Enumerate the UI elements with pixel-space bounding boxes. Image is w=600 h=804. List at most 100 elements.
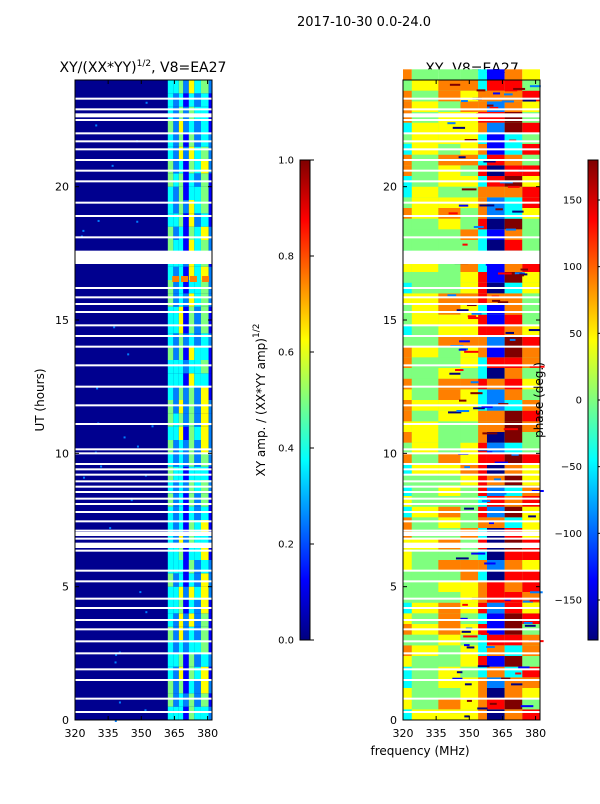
amplitude-cell <box>200 360 209 374</box>
phase-streak <box>458 348 467 351</box>
amplitude-cell <box>173 640 179 654</box>
phase-cell <box>504 346 523 358</box>
data-gap <box>75 180 212 183</box>
phase-streak <box>479 204 495 207</box>
amplitude-cell <box>194 360 201 374</box>
amplitude-cell <box>194 106 201 120</box>
amplitude-cell <box>208 413 212 427</box>
amplitude-cell <box>178 360 184 374</box>
data-gap <box>75 697 212 700</box>
phase-cell <box>438 677 461 688</box>
amplitude-cell <box>178 373 184 387</box>
amplitude-cell <box>167 213 174 227</box>
phase-streak <box>464 139 478 142</box>
phase-streak <box>529 85 541 88</box>
data-gap <box>403 485 540 488</box>
amplitude-cell <box>183 453 189 467</box>
data-gap <box>75 97 212 100</box>
phase-cell <box>522 133 540 144</box>
phase-cell <box>478 517 487 528</box>
phase-streak <box>505 228 516 231</box>
phase-cell <box>438 218 461 230</box>
phase-streak <box>504 89 518 92</box>
amplitude-cell <box>173 680 179 694</box>
amplitude-cell <box>173 320 179 334</box>
amplitude-cell <box>200 466 209 480</box>
phase-cell <box>522 357 540 368</box>
amplitude-cell <box>188 653 195 667</box>
amplitude-cell <box>188 693 195 707</box>
phase-cell <box>486 709 505 720</box>
phase-streak <box>464 466 470 469</box>
amplitude-cell <box>194 400 201 414</box>
phase-cell <box>486 368 505 379</box>
colorbar-tick-label: 150 <box>563 196 582 207</box>
amplitude-cell <box>188 386 195 400</box>
phase-cell <box>486 688 505 699</box>
data-gap <box>403 404 540 407</box>
phase-cell <box>403 389 412 400</box>
amplitude-cell <box>167 573 174 587</box>
amplitude-cell <box>208 226 212 240</box>
phase-streak <box>497 301 509 304</box>
amplitude-cell <box>200 266 209 280</box>
data-gap <box>403 159 540 161</box>
amplitude-cell <box>194 586 201 600</box>
data-gap <box>403 640 540 643</box>
amplitude-cell <box>173 600 179 614</box>
amplitude-cell <box>167 533 174 547</box>
phase-streak <box>470 381 479 384</box>
phase-cell <box>486 485 505 496</box>
phase-cell <box>460 698 479 710</box>
phase-cell <box>478 613 487 624</box>
data-gap <box>403 287 540 289</box>
amplitude-cell <box>200 106 209 120</box>
data-gap-wide <box>403 250 540 264</box>
phase-cell <box>403 357 412 368</box>
amplitude-cell <box>200 373 209 387</box>
amplitude-cell <box>194 426 201 440</box>
phase-cell <box>522 293 540 304</box>
phase-colorbar-label: phase (deg.) <box>532 362 546 438</box>
phase-cell <box>411 346 439 358</box>
phase-cell <box>504 208 523 219</box>
data-gap <box>75 485 212 488</box>
phase-cell <box>478 549 487 560</box>
phase-cell <box>486 272 505 283</box>
amplitude-cell <box>178 453 184 467</box>
phase-cell <box>522 432 540 443</box>
phase-cell <box>403 218 412 230</box>
amplitude-cell <box>173 426 179 440</box>
phase-streak <box>455 557 469 560</box>
phase-cell <box>460 485 479 496</box>
phase-cell <box>438 336 461 347</box>
amplitude-cell <box>178 386 184 400</box>
panel-amplitude-title: XY/(XX*YY)1/2, V8=EA27 <box>60 59 227 76</box>
phase-cell <box>522 517 540 528</box>
amplitude-cell <box>188 186 195 200</box>
data-gap <box>403 448 540 451</box>
phase-cell <box>411 442 439 454</box>
phase-cell <box>486 677 505 688</box>
phase-cell <box>504 496 523 507</box>
amplitude-cell <box>173 306 179 320</box>
amplitude-cell <box>167 160 174 174</box>
amplitude-cell <box>194 520 201 534</box>
phase-cell <box>460 432 479 443</box>
amplitude-ylabel: UT (hours) <box>33 368 47 431</box>
amplitude-cell <box>208 693 212 707</box>
phase-cell <box>486 346 505 358</box>
amplitude-cell <box>178 306 184 320</box>
amplitude-cell <box>208 306 212 320</box>
data-gap <box>75 311 212 313</box>
data-gap <box>403 537 540 540</box>
phase-cell <box>411 410 439 422</box>
amplitude-cell <box>208 466 212 480</box>
amplitude-cell <box>167 493 174 507</box>
phase-cell <box>486 570 505 582</box>
data-gap <box>75 580 212 583</box>
phase-cell <box>460 122 479 134</box>
phase-cell <box>460 80 479 91</box>
amplitude-cell <box>183 413 189 427</box>
amplitude-cell <box>173 333 179 347</box>
